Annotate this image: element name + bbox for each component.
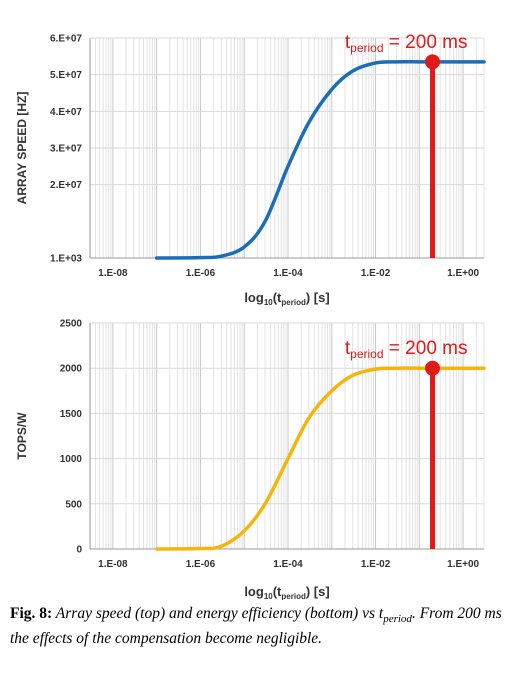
xlabel-log: log bbox=[244, 584, 264, 599]
figure: 1.E+03 2.E+07 3.E+07 4.E+07 5.E+07 6.E+07 1.E-… bbox=[15, 32, 486, 600]
chart1-ytick-label: 2.E+07 bbox=[50, 180, 82, 191]
annotation-sub: period bbox=[350, 347, 383, 361]
xlabel-paren: (t bbox=[273, 290, 282, 305]
xlabel-sub-10: 10 bbox=[264, 298, 273, 307]
chart1-xtick-label: 1.E-08 bbox=[98, 268, 128, 279]
caption-text-2: . From 200 ms the effects of the compens… bbox=[10, 605, 502, 648]
annotation-sub: period bbox=[350, 41, 383, 55]
chart1-ytick-label: 1.E+03 bbox=[50, 254, 82, 265]
chart1-xtick-label: 1.E-06 bbox=[186, 268, 216, 279]
chart2-xtick-label: 1.E-06 bbox=[186, 559, 216, 570]
chart1-xtick-label: 1.E-04 bbox=[273, 268, 303, 279]
annotation-t: t bbox=[345, 338, 351, 359]
caption-label: Fig. 8: bbox=[10, 605, 53, 622]
chart2-marker-point bbox=[425, 360, 441, 376]
chart2-ytick-label: 0 bbox=[76, 545, 82, 556]
xlabel-sub-10: 10 bbox=[264, 592, 273, 600]
chart1-ytick-label: 6.E+07 bbox=[50, 34, 82, 45]
chart2: 0 500 1000 1500 2000 2500 1.E-08 1.E-06 1.E-04 1.… bbox=[15, 319, 486, 600]
chart2-xtick-label: 1.E-04 bbox=[273, 559, 303, 570]
chart1: 1.E+03 2.E+07 3.E+07 4.E+07 5.E+07 6.E+07 1.E-… bbox=[15, 32, 486, 307]
chart2-y-axis-label: TOPS/W bbox=[15, 412, 29, 460]
xlabel-sub-period: period bbox=[281, 592, 306, 600]
chart2-ytick-label: 2500 bbox=[60, 319, 83, 330]
chart2-annotation-label: tperiod = 200 ms bbox=[345, 338, 468, 361]
chart1-xtick-label: 1.E-02 bbox=[361, 268, 391, 279]
chart1-annotation-label: tperiod = 200 ms bbox=[345, 32, 468, 55]
chart2-xtick-label: 1.E+00 bbox=[447, 559, 479, 570]
annotation-rest: = 200 ms bbox=[384, 338, 468, 359]
chart2-xtick-label: 1.E-08 bbox=[98, 559, 128, 570]
xlabel-log: log bbox=[244, 290, 264, 305]
annotation-t: t bbox=[345, 32, 351, 53]
caption-t: t bbox=[378, 605, 384, 622]
chart2-ytick-label: 1500 bbox=[60, 409, 83, 420]
chart1-y-axis-label: ARRAY SPEED [HZ] bbox=[15, 92, 29, 205]
caption-text-1: Array speed (top) and energy efficiency … bbox=[52, 605, 379, 622]
chart2-ytick-label: 1000 bbox=[60, 454, 83, 465]
chart1-xtick-label: 1.E+00 bbox=[447, 268, 479, 279]
chart1-x-axis-label: log10(tperiod) [s] bbox=[244, 290, 329, 307]
chart2-xtick-label: 1.E-02 bbox=[361, 559, 391, 570]
chart2-ytick-label: 500 bbox=[65, 499, 82, 510]
chart1-marker-point bbox=[425, 54, 441, 70]
chart1-ytick-label: 5.E+07 bbox=[50, 70, 82, 81]
chart1-ytick-label: 4.E+07 bbox=[50, 107, 82, 118]
chart2-x-axis-label: log10(tperiod) [s] bbox=[244, 584, 329, 600]
xlabel-tail: ) [s] bbox=[306, 290, 330, 305]
annotation-rest: = 200 ms bbox=[384, 32, 468, 53]
xlabel-sub-period: period bbox=[281, 298, 306, 307]
xlabel-paren: (t bbox=[273, 584, 282, 599]
chart1-ytick-label: 3.E+07 bbox=[50, 144, 82, 155]
figure-caption: Fig. 8: Array speed (top) and energy eff… bbox=[10, 604, 522, 649]
caption-sub: period bbox=[383, 613, 412, 626]
xlabel-tail: ) [s] bbox=[306, 584, 330, 599]
chart2-ytick-label: 2000 bbox=[60, 364, 83, 375]
